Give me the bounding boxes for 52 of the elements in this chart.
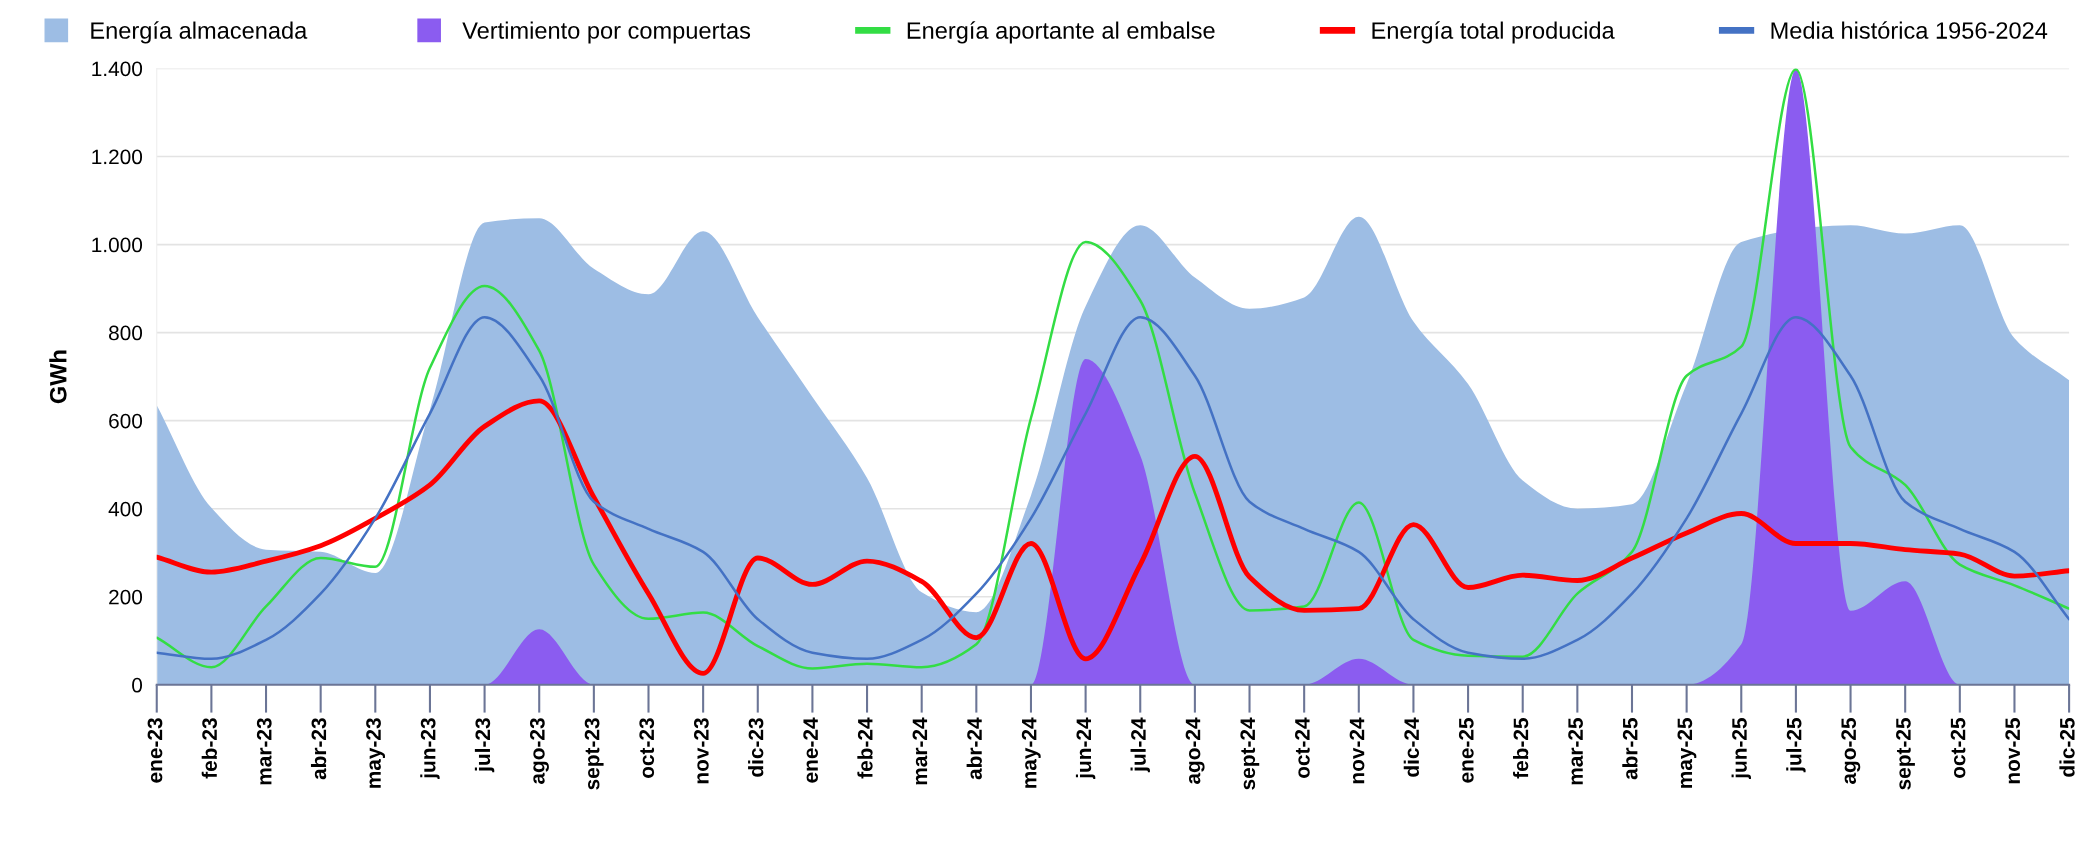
- x-tick-label: oct-23: [639, 718, 655, 778]
- x-tick-label: mar-24: [912, 717, 928, 785]
- x-tick-label: nov-23: [693, 718, 709, 784]
- y-tick-label: 1.000: [92, 237, 143, 253]
- legend-label: Energía aportante al embalse: [907, 21, 1215, 44]
- x-tick-label: jun-25: [1731, 718, 1751, 780]
- legend-label: Media histórica 1956-2024: [1771, 21, 2048, 39]
- x-tick-label: ene-25: [1458, 718, 1474, 783]
- x-tick-label: feb-24: [857, 717, 873, 779]
- line-series: [156, 315, 2070, 661]
- x-tick-label: mar-23: [256, 718, 272, 785]
- x-tick-label: ago-23: [529, 718, 549, 784]
- y-tick-label: 200: [109, 589, 143, 605]
- x-tick-label: feb-23: [201, 718, 218, 779]
- x-tick-label: sept-24: [1240, 717, 1260, 790]
- x-tick-label: ene-23: [147, 718, 163, 783]
- x-tick-label: may-24: [1021, 717, 1041, 788]
- x-tick-label: abr-25: [1622, 718, 1638, 780]
- x-tick-label: feb-25: [1513, 718, 1529, 779]
- y-tick-label: 1.400: [92, 61, 143, 77]
- x-tick-label: nov-25: [2005, 718, 2021, 784]
- x-tick-label: mar-25: [1568, 718, 1583, 785]
- x-tick-label: nov-24: [1349, 717, 1365, 784]
- y-tick-label: 1.200: [92, 149, 143, 165]
- y-axis-title: GWh: [49, 350, 67, 404]
- x-tick-label: oct-24: [1295, 717, 1310, 778]
- x-tick-label: ago-25: [1841, 718, 1861, 784]
- line-series: [156, 398, 2070, 676]
- legend-label: Energía total producida: [1372, 21, 1615, 44]
- x-tick-label: sept-23: [584, 718, 604, 790]
- x-tick-label: may-25: [1677, 718, 1697, 788]
- x-tick-label: jun-23: [420, 718, 440, 780]
- y-tick-label: 600: [109, 413, 143, 429]
- x-tick-label: ene-24: [803, 717, 819, 783]
- x-tick-label: dic-25: [2059, 718, 2075, 777]
- x-tick-label: jul-25: [1786, 718, 1806, 773]
- x-tick-label: ago-24: [1185, 717, 1205, 784]
- x-tick-label: jul-23: [474, 718, 495, 773]
- legend-label: Vertimiento por compuertas: [462, 21, 751, 44]
- x-tick-label: abr-24: [966, 717, 982, 780]
- x-tick-label: may-23: [366, 718, 386, 788]
- y-tick-label: 400: [108, 501, 143, 517]
- x-tick-label: abr-23: [310, 718, 327, 780]
- x-tick-label: jun-24: [1075, 717, 1096, 780]
- x-tick-label: sept-25: [1896, 718, 1915, 790]
- x-tick-label: oct-25: [1950, 718, 1966, 778]
- x-tick-label: jul-24: [1130, 717, 1150, 773]
- y-tick-label: 800: [109, 325, 143, 341]
- y-tick-label: 0: [132, 677, 143, 693]
- x-tick-label: dic-24: [1403, 717, 1420, 777]
- x-tick-label: dic-23: [748, 718, 764, 777]
- legend-label: Energía almacenada: [91, 21, 308, 44]
